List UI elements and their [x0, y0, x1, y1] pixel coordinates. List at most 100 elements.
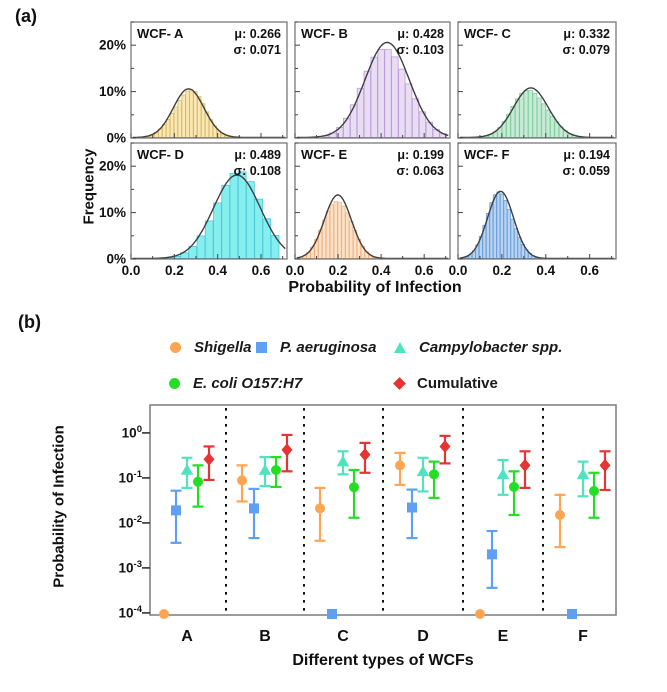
x-tick-label: 0.2: [165, 263, 184, 278]
histogram-bar: [325, 210, 331, 259]
panel-a-y-axis-title: Frequency: [80, 148, 98, 225]
histogram-bar: [345, 212, 350, 259]
histogram-bar: [398, 68, 406, 138]
legend-label-e-coli: E. coli O157:H7: [193, 374, 303, 392]
x-tick-label: 0.0: [449, 263, 468, 278]
panel-b-y-axis-title: Probability of Infection: [50, 425, 68, 588]
x-tick-label: 0.4: [208, 263, 227, 278]
datapoint-marker: [171, 505, 181, 516]
histogram-bar: [496, 191, 501, 259]
datapoint-marker: [475, 609, 485, 619]
histogram-bar: [181, 94, 186, 138]
panel-a-label: (a): [15, 6, 37, 26]
series-e-coli-o157-h7: [192, 455, 600, 519]
histogram-bar: [411, 98, 420, 138]
histogram-bar: [185, 90, 190, 138]
histogram-subplot-wcf-d: 0.0 0.2 0.4 0.6 0% 10% 20% WCF- D μ: 0.489 σ: 0.1…: [99, 142, 288, 278]
sigma-value: σ: 0.103: [397, 43, 445, 57]
normal-fit-curve: [132, 174, 286, 260]
histogram-subplot-wcf-e: 0.0 0.2 0.4 0.6 WCF- E μ: 0.199 σ: 0.063: [286, 142, 451, 278]
histogram-bar: [193, 91, 198, 138]
x-tick-label: 0.0: [286, 263, 305, 278]
datapoint-marker: [519, 458, 531, 472]
histogram-bar: [237, 171, 247, 259]
normal-fit-curve: [459, 87, 615, 139]
y-axis-tick-label: 10-3: [118, 558, 142, 576]
datapoint-marker: [429, 469, 439, 480]
campylobacter-triangle-icon: [394, 341, 406, 353]
histogram-bar: [262, 218, 272, 259]
datapoint-marker: [407, 502, 417, 513]
y-tick-label: 20%: [99, 159, 126, 174]
series-shigella: [159, 451, 566, 619]
x-tick-label: 0.2: [329, 263, 348, 278]
plot-frame: [149, 404, 617, 616]
datapoint-marker: [193, 476, 203, 487]
datapoint-marker: [159, 609, 169, 619]
histogram-bar: [200, 103, 206, 138]
datapoint-marker: [395, 460, 405, 471]
cumulative-diamond-icon: [393, 376, 406, 390]
y-axis-tick-label: 10-2: [118, 513, 142, 531]
sigma-value: σ: 0.059: [563, 164, 611, 178]
histogram-bar: [554, 121, 560, 138]
x-tick-label: 0.2: [492, 263, 511, 278]
x-tick-label: 0.6: [415, 263, 434, 278]
subplot-title: WCF- B: [301, 26, 348, 41]
histogram-bar: [528, 90, 533, 138]
datapoint-marker: [416, 465, 430, 477]
histogram-bar: [337, 201, 342, 259]
datapoint-marker: [327, 609, 337, 619]
datapoint-marker: [359, 448, 371, 462]
subplot-frame: [294, 142, 451, 260]
y-tick-label: 20%: [99, 38, 126, 53]
subplot-frame: [457, 21, 617, 139]
mu-value: μ: 0.428: [397, 27, 444, 41]
x-tick-label: 0.4: [372, 263, 391, 278]
histogram-bar: [391, 56, 399, 138]
histogram-bar: [514, 98, 520, 138]
x-tick-label: 0.0: [122, 263, 141, 278]
datapoint-marker: [589, 486, 599, 497]
legend-item-e-coli: E. coli O157:H7: [169, 373, 302, 393]
series-p-aeruginosa: [170, 487, 577, 619]
panel-b-plot: [142, 404, 617, 619]
histogram-bar: [541, 103, 546, 138]
mu-value: μ: 0.266: [234, 27, 281, 41]
sigma-value: σ: 0.079: [563, 43, 611, 57]
histogram-bar: [519, 92, 525, 138]
subplot-title: WCF- C: [464, 26, 512, 41]
histogram-bar: [377, 49, 385, 138]
mu-value: μ: 0.194: [563, 148, 610, 162]
subplot-frame: [130, 21, 288, 139]
datapoint-marker: [487, 549, 497, 560]
e-coli-circle-icon: [169, 377, 180, 389]
histogram-bar: [246, 181, 255, 259]
histogram-subplot-wcf-f: 0.0 0.2 0.4 0.6 WCF- F μ: 0.194 σ: 0.059: [449, 142, 617, 278]
legend-label-cumulative: Cumulative: [417, 374, 498, 392]
histogram-bar: [213, 202, 222, 259]
y-axis-tick-label: 10-1: [118, 468, 142, 486]
series-campylobacter-spp-: [180, 450, 590, 498]
histogram-bar: [405, 83, 413, 138]
histogram-bar: [536, 97, 542, 138]
histogram-bar: [254, 198, 263, 259]
category-label-b: B: [259, 628, 271, 645]
mu-value: μ: 0.199: [397, 148, 444, 162]
datapoint-marker: [336, 455, 350, 467]
subplot-frame: [130, 142, 288, 260]
y-axis-tick-label: 10-4: [118, 603, 142, 621]
histogram-bar: [341, 205, 346, 259]
x-tick-label: 0.4: [536, 263, 555, 278]
histogram-bar: [329, 204, 334, 259]
legend-label-campylobacter: Campylobacter spp.: [419, 338, 563, 356]
datapoint-marker: [439, 439, 451, 453]
y-tick-label: 10%: [99, 84, 126, 99]
datapoint-marker: [509, 481, 519, 492]
y-tick-label: 0%: [106, 252, 126, 267]
histogram-bar: [532, 92, 538, 138]
histogram-bar: [349, 104, 358, 138]
histogram-subplot-wcf-b: WCF- B μ: 0.428 σ: 0.103: [294, 21, 451, 139]
